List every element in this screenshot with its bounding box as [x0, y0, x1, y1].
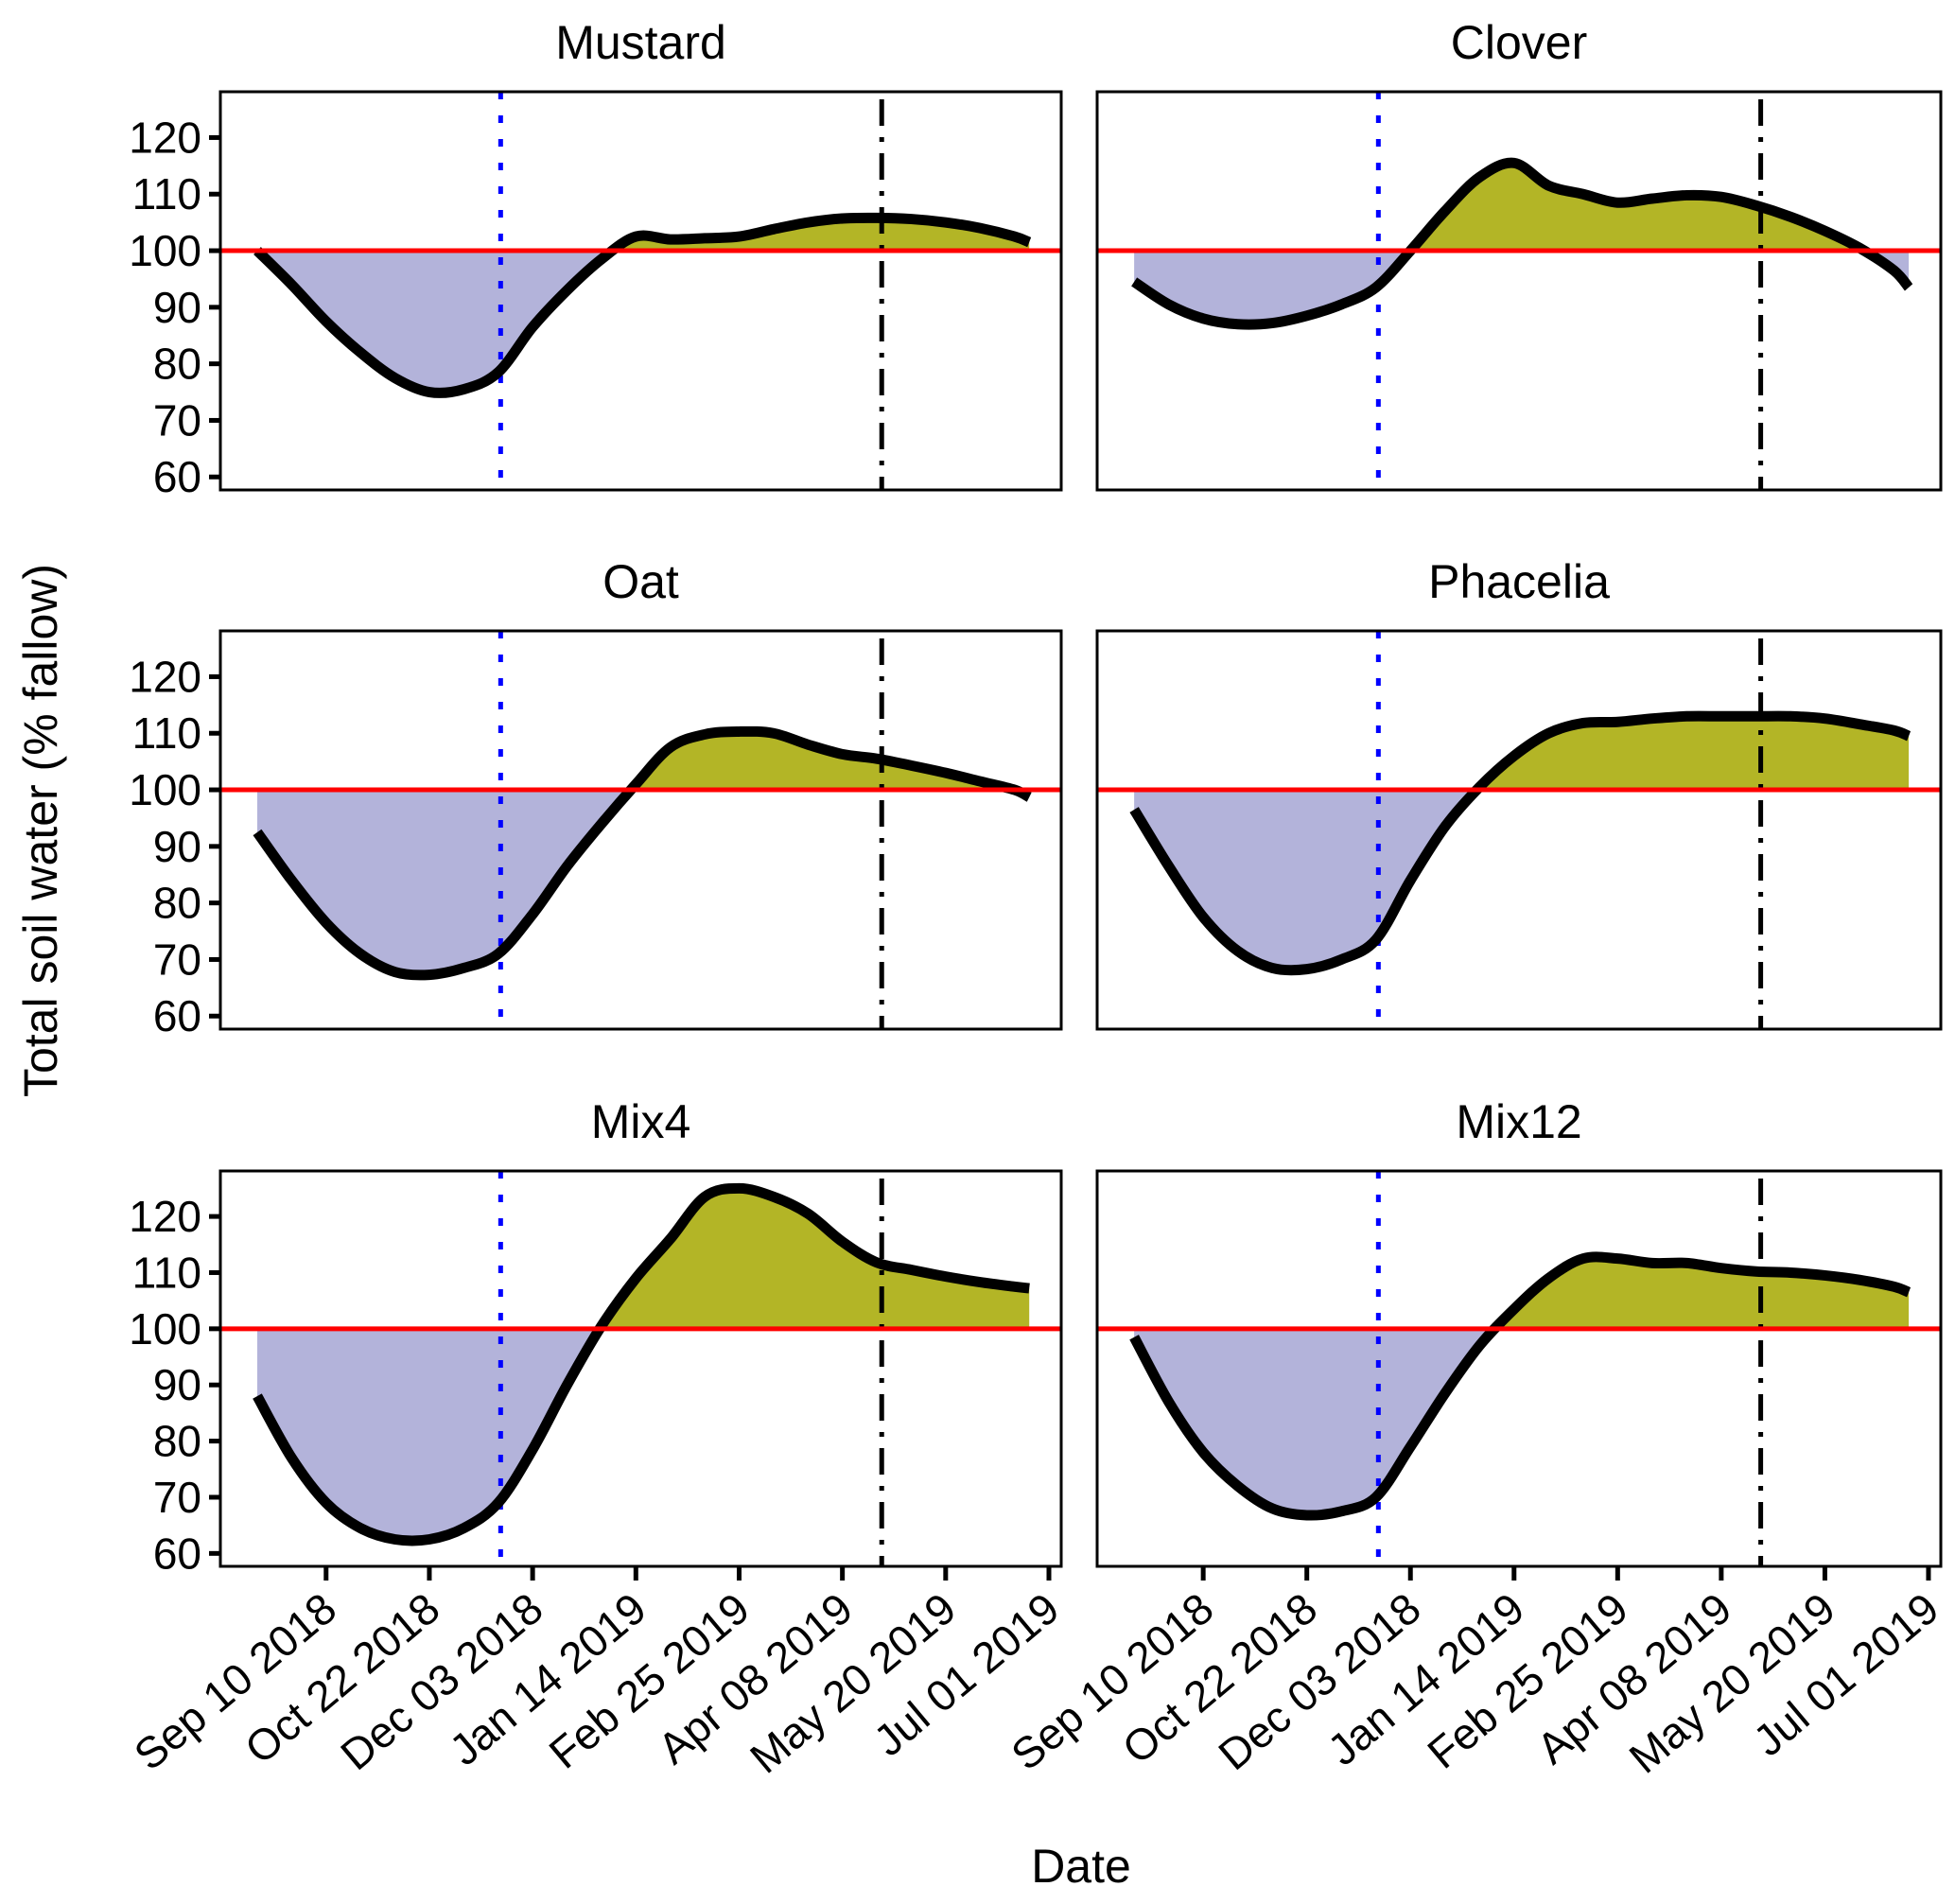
y-tick-label: 90: [153, 1360, 201, 1409]
surplus-area: [1134, 163, 1910, 252]
panel-title: Mustard: [555, 16, 726, 69]
panel-title: Oat: [602, 555, 679, 608]
y-axis-title: Total soil water (% fallow): [14, 564, 67, 1097]
y-tick-label: 120: [129, 652, 201, 701]
soil-water-line: [1129, 1251, 1911, 1521]
panels: Mustard 60 70 80 90 100 110 120 Clover Oat 60 70 80 9…: [125, 16, 1947, 1783]
y-tick-label: 120: [129, 113, 201, 162]
y-tick-label: 60: [153, 452, 201, 501]
soil-water-line: [253, 725, 1032, 981]
y-tick-label: 90: [153, 822, 201, 871]
y-tick-label: 80: [153, 1417, 201, 1466]
soil-water-line: [1129, 710, 1911, 976]
panel-title: Clover: [1451, 16, 1587, 69]
plot-area: [220, 631, 1061, 1029]
deficit-area: [256, 1328, 601, 1541]
plot-area: [220, 92, 1061, 490]
y-tick-label: 100: [129, 765, 201, 814]
plot-area: [1097, 631, 1941, 1029]
y-tick-label: 100: [129, 226, 201, 275]
y-tick-label: 110: [132, 708, 201, 758]
surplus-area: [256, 731, 1030, 791]
deficit-area: [1134, 790, 1477, 970]
panel-frame: [1095, 1169, 1943, 1568]
y-tick-label: 110: [132, 169, 201, 218]
panel-clover: Clover: [1095, 16, 1943, 492]
y-tick-label: 70: [153, 1473, 201, 1522]
plot-area: [1097, 1171, 1941, 1566]
panel-frame: [1095, 629, 1943, 1031]
surplus-area: [256, 218, 1030, 252]
soil-water-line: [1131, 157, 1913, 330]
y-tick-label: 120: [129, 1192, 201, 1241]
y-tick-label: 60: [153, 1528, 201, 1578]
panel-frame: [218, 1169, 1063, 1568]
y-tick-label: 80: [153, 340, 201, 389]
soil-water-line: [253, 1182, 1030, 1546]
surplus-area: [256, 1188, 1030, 1329]
plot-area: [1097, 92, 1941, 490]
y-tick-label: 110: [132, 1248, 201, 1297]
panel-oat: Oat 60 70 80 90 100 110 120: [129, 555, 1063, 1040]
surplus-area: [1134, 1256, 1910, 1329]
panel-title: Phacelia: [1428, 555, 1610, 608]
panel-title: Mix4: [591, 1095, 691, 1148]
panel-frame: [218, 629, 1063, 1031]
deficit-area: [256, 790, 1030, 975]
panel-mustard: Mustard 60 70 80 90 100 110 120: [129, 16, 1063, 501]
y-tick-label: 100: [129, 1304, 201, 1354]
x-axis-title: Date: [1031, 1840, 1131, 1893]
plot-area: [220, 1171, 1061, 1566]
y-tick-label: 80: [153, 879, 201, 928]
soil-water-line: [253, 212, 1032, 398]
deficit-area: [256, 251, 613, 393]
y-tick-label: 60: [153, 991, 201, 1040]
panel-frame: [218, 90, 1063, 492]
y-tick-label: 90: [153, 283, 201, 332]
y-tick-label: 70: [153, 395, 201, 445]
panel-phacelia: Phacelia: [1095, 555, 1943, 1031]
panel-title: Mix12: [1456, 1095, 1581, 1148]
y-tick-label: 70: [153, 935, 201, 984]
panel-frame: [1095, 90, 1943, 492]
